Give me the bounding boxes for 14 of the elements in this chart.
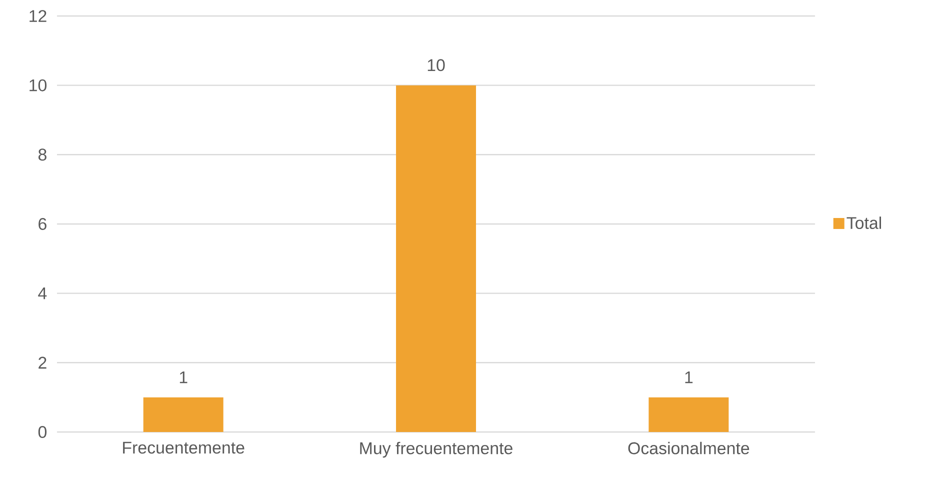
- y-tick-label: 0: [38, 426, 47, 438]
- x-tick-label: Muy frecuentemente: [360, 442, 512, 458]
- data-label: 10: [428, 59, 445, 72]
- x-tick-label: Frecuentemente: [123, 442, 244, 454]
- y-tick-label: 2: [38, 356, 46, 369]
- legend-label: Total: [846, 216, 882, 230]
- y-tick-label: 8: [38, 148, 46, 161]
- y-tick-label: 12: [30, 10, 46, 22]
- y-tick-label: 6: [38, 218, 46, 230]
- x-tick-label: Ocasionalmente: [628, 442, 750, 454]
- data-label: 1: [180, 371, 188, 384]
- y-tick-label: 10: [30, 79, 47, 92]
- y-tick-label: 4: [38, 287, 47, 300]
- data-label: 1: [685, 371, 693, 384]
